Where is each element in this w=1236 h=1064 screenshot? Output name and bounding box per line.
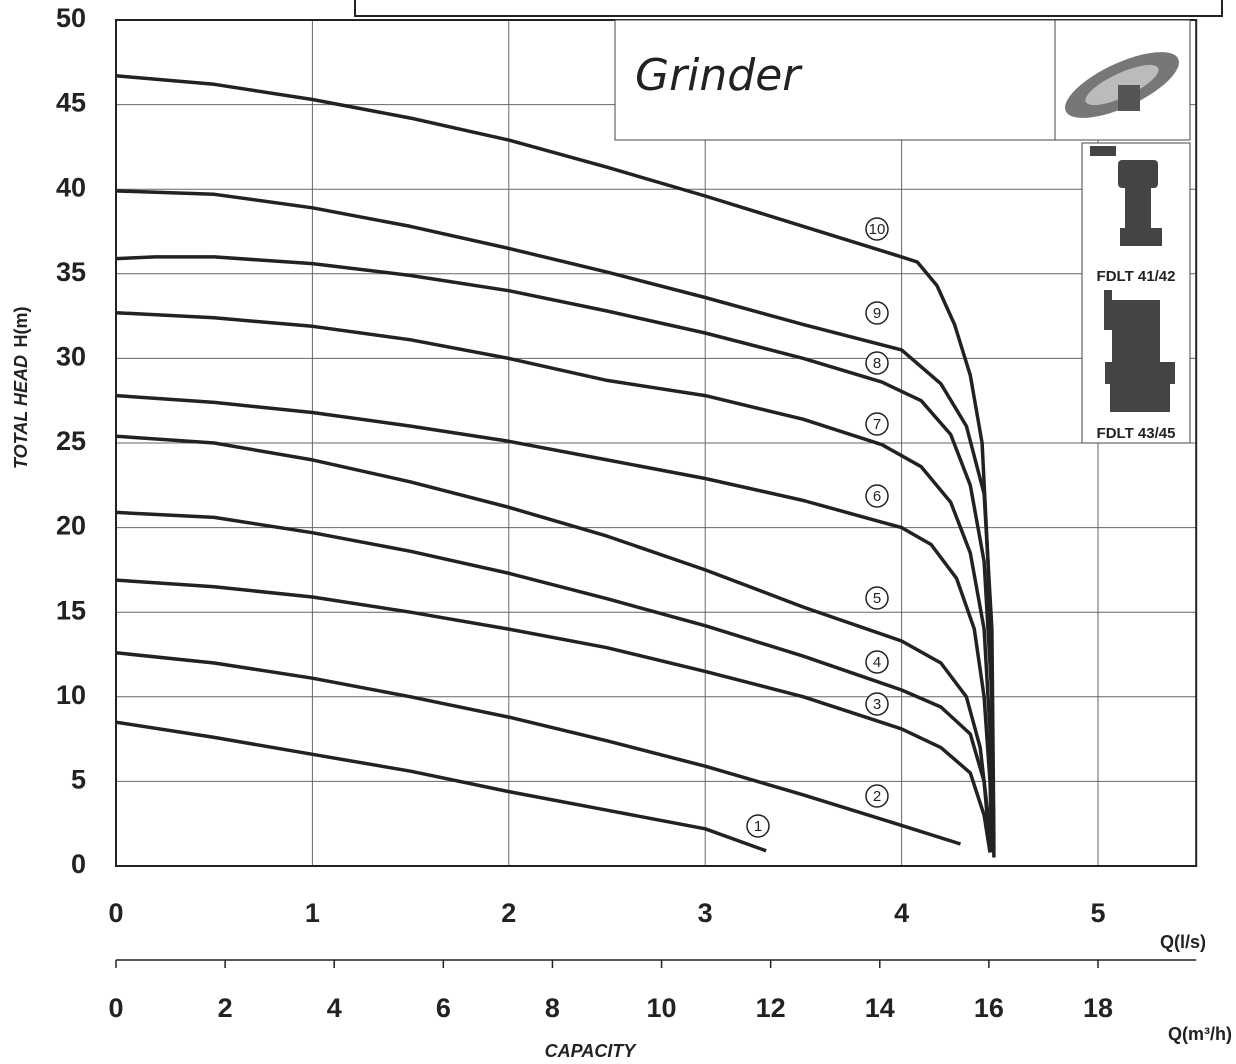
curve-label: 1 [754, 818, 762, 835]
pump-icon [1090, 146, 1175, 412]
curve-label-ring [865, 484, 889, 508]
y-tick-label: 20 [56, 511, 86, 541]
y-tick-label: 0 [71, 849, 86, 879]
header-box [354, 0, 1223, 17]
x2-tick-label: 2 [218, 993, 233, 1023]
model-label: FDLT 41/42 [1097, 268, 1176, 285]
x-tick-label: 5 [1090, 898, 1105, 928]
x-tick-label: 4 [894, 898, 909, 928]
curve-label: 6 [873, 488, 881, 505]
curve [115, 651, 962, 846]
x2-tick-label: 14 [865, 993, 895, 1023]
curve [115, 189, 996, 841]
x2-tick-label: 10 [647, 993, 677, 1023]
curve-label-ring [865, 301, 889, 325]
impeller-icon [1065, 52, 1179, 118]
y-tick-label: 45 [56, 88, 86, 118]
curve [115, 434, 994, 853]
curve [115, 578, 992, 853]
curve-label: 2 [873, 788, 881, 805]
curve-label-ring [865, 351, 889, 375]
curve-label: 3 [873, 696, 881, 713]
x2-tick-label: 12 [756, 993, 786, 1023]
curve-label: 9 [873, 305, 881, 322]
y-unit: H(m) [11, 307, 31, 348]
curve-label-ring [865, 784, 889, 808]
x2-tick-label: 8 [545, 993, 560, 1023]
x-tick-label: 3 [698, 898, 713, 928]
curve [115, 74, 996, 858]
x2-tick-label: 0 [108, 993, 123, 1023]
x2-tick-label: 18 [1083, 993, 1113, 1023]
curve-label: 10 [869, 221, 886, 238]
y-tick-label: 15 [56, 595, 86, 625]
model-label: FDLT 43/45 [1097, 425, 1176, 442]
curve-label-ring [746, 814, 770, 838]
curve-label: 8 [873, 355, 881, 372]
x2-tick-label: 4 [327, 993, 342, 1023]
y-tick-label: 25 [56, 426, 86, 456]
curve [115, 720, 767, 853]
y-tick-label: 40 [56, 172, 86, 202]
x-unit: Q(l/s) [1160, 932, 1206, 952]
curve-label: 7 [873, 416, 881, 433]
curve-label: 5 [873, 590, 881, 607]
heading: Grinder [635, 50, 803, 101]
curve-label-ring [865, 412, 889, 436]
curve-label-ring [865, 650, 889, 674]
curve [115, 393, 994, 850]
curve-label-ring [865, 692, 889, 716]
x2-tick-label: 16 [974, 993, 1004, 1023]
x-tick-label: 1 [305, 898, 320, 928]
curve [115, 310, 996, 850]
curve [115, 255, 996, 850]
x-tick-label: 2 [501, 898, 516, 928]
x2-tick-label: 6 [436, 993, 451, 1023]
y-tick-label: 10 [56, 680, 86, 710]
y-tick-label: 5 [71, 765, 86, 795]
curve-label: 4 [873, 654, 881, 671]
x-tick-label: 0 [108, 898, 123, 928]
curve-label-ring [865, 217, 889, 241]
curve [115, 510, 992, 850]
y-tick-label: 30 [56, 342, 86, 372]
x2-unit: Q(m³/h) [1168, 1024, 1232, 1044]
x2-title: CAPACITY [545, 1041, 638, 1061]
curve-label-ring [865, 586, 889, 610]
y-tick-label: 35 [56, 257, 86, 287]
y-tick-label: 50 [56, 3, 86, 33]
y-title: TOTAL HEAD [11, 355, 31, 469]
